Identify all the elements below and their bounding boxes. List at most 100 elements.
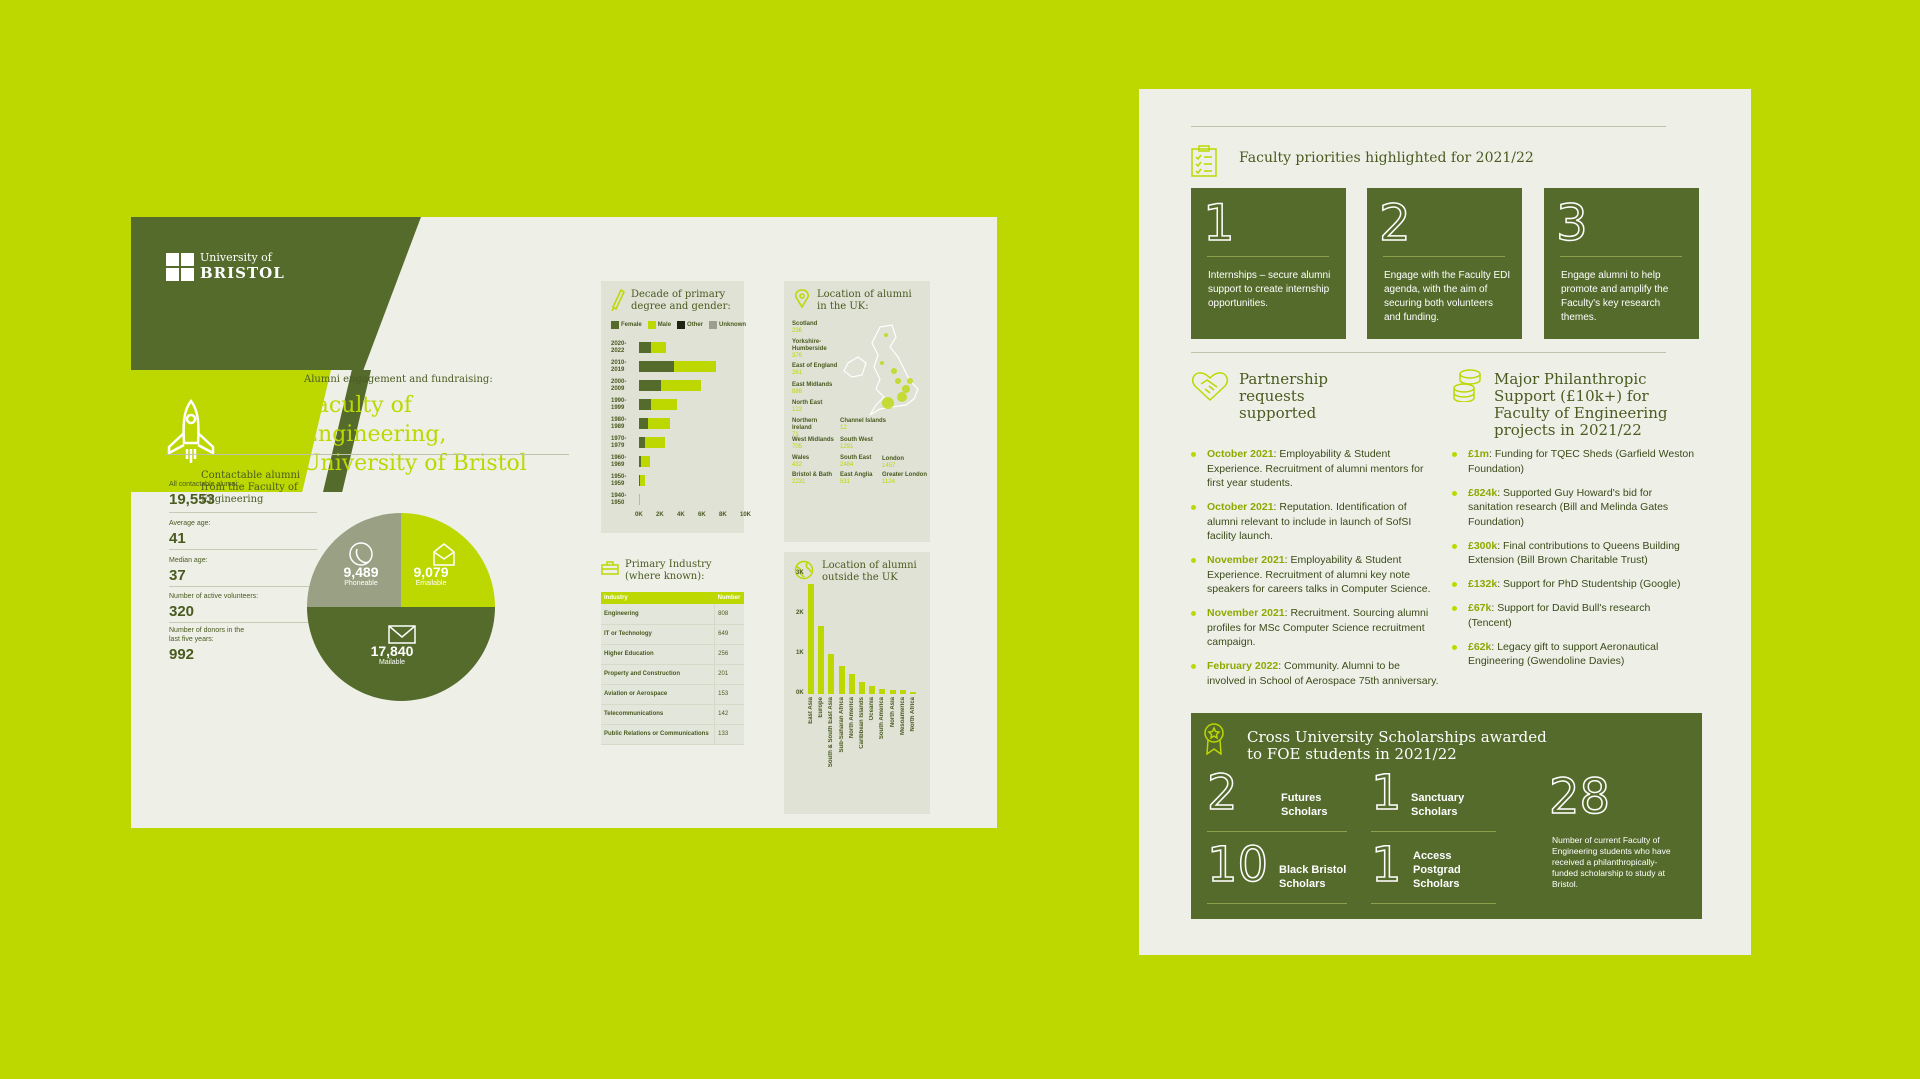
partnership-item: November 2021: Employability & Student E…	[1191, 553, 1439, 597]
scholarships-title: Cross University Scholarships awarded to…	[1247, 728, 1547, 763]
uk-map-icon	[843, 324, 919, 416]
region-count: 705	[792, 444, 803, 450]
decade-label: 1990- 1999	[611, 398, 627, 411]
region-name: East Midlands	[792, 382, 833, 388]
decade-label: 1940- 1950	[611, 493, 627, 506]
total-scholars-number: 28	[1548, 769, 1611, 825]
industry-name: Engineering	[601, 604, 715, 625]
crest-icon	[166, 252, 194, 281]
scholar-number: 1	[1370, 765, 1402, 821]
philanthropic-item: £67k: Support for David Bull's research …	[1452, 601, 1697, 630]
region-count: 531	[840, 479, 851, 485]
bar-male	[641, 456, 651, 467]
gift-text: : Legacy gift to support Aeronautical En…	[1468, 640, 1659, 668]
industry-title: Primary Industry (where known):	[625, 559, 712, 582]
priority-card-1: 1 Internships – secure alumni support to…	[1191, 188, 1346, 339]
industry-count: 142	[714, 704, 744, 725]
y-tick-label: 2K	[796, 610, 804, 616]
legend-male: Male	[647, 321, 671, 329]
region-name: London	[882, 456, 904, 462]
priority-text: Internships – secure alumni support to c…	[1208, 270, 1331, 309]
priority-card-2: 2 Engage with the Faculty EDI agenda, wi…	[1367, 188, 1522, 339]
industry-count: 256	[714, 644, 744, 665]
region-count: 1124	[882, 479, 895, 485]
uk-region: West Midlands 705	[792, 437, 838, 451]
gift-amount: £824k	[1468, 486, 1498, 499]
bar-female	[639, 380, 662, 391]
scholar-label-black-bristol: Black Bristol Scholars	[1279, 864, 1347, 890]
globe-icon	[794, 560, 814, 580]
bar-male	[640, 475, 646, 486]
stat-median-age: Median age: 37	[169, 557, 208, 584]
clipboard-checklist-icon	[1191, 145, 1217, 177]
industry-name: Higher Education	[601, 644, 715, 665]
gift-text: : Support for PhD Studentship (Google)	[1497, 578, 1681, 590]
stat-donors: Number of donors in the last five years:…	[169, 627, 245, 663]
region-name: West Midlands	[792, 437, 834, 443]
uk-region: South East 2484	[840, 455, 886, 469]
world-bar	[859, 682, 865, 694]
philanthropic-title: Major Philanthropic Support (£10k+) for …	[1494, 370, 1668, 439]
table-row: Aviation or Aerospace 153	[601, 684, 744, 705]
decade-gender-panel: Decade of primary degree and gender: Fem…	[601, 281, 751, 533]
pie-slice-mailable	[307, 607, 495, 701]
bar-male	[661, 380, 701, 391]
email-icon	[433, 543, 455, 566]
philanthropic-item: £132k: Support for PhD Studentship (Goog…	[1452, 577, 1697, 592]
industry-count: 808	[714, 604, 744, 625]
scholar-label-futures: Futures Scholars	[1281, 792, 1328, 818]
industry-name: Property and Construction	[601, 664, 715, 685]
industry-count: 201	[714, 664, 744, 685]
pie-label-phoneable: 9,489 Phoneable	[343, 564, 379, 587]
pie-slice-emailable	[401, 513, 495, 607]
industry-count: 133	[714, 724, 744, 745]
partnership-item: February 2022: Community. Alumni to be i…	[1191, 659, 1439, 688]
logo-line-1: University of	[200, 251, 272, 264]
table-row: Telecommunications 142	[601, 704, 744, 725]
region-count: 12	[840, 425, 847, 431]
priority-divider	[1560, 256, 1682, 257]
briefcase-icon	[601, 561, 619, 575]
contactable-alumni-heading: Contactable alumni from the Faculty of E…	[201, 470, 301, 505]
gift-amount: £132k	[1468, 578, 1498, 590]
scholar-label-access-postgrad: Access Postgrad Scholars	[1413, 850, 1461, 890]
industry-name: Telecommunications	[601, 704, 715, 725]
table-row: Higher Education 256	[601, 644, 744, 665]
region-name: South East	[840, 455, 872, 461]
stat-all-contactable: All contactable alumni: 19,553	[169, 481, 240, 508]
world-bar	[869, 686, 876, 694]
world-bar	[879, 689, 886, 694]
bar-female	[639, 399, 652, 410]
world-region-label: North America	[848, 697, 855, 739]
location-world-panel: Location of alumni outside the UK 3K 2K 1K…	[784, 552, 930, 814]
scholar-number: 10	[1206, 837, 1269, 893]
bar-male	[645, 437, 666, 448]
region-count: 886	[792, 389, 803, 395]
location-world-title: Location of alumni outside the UK	[822, 560, 917, 583]
partnership-title: Partnership requests supported	[1239, 370, 1329, 422]
partnership-list: October 2021: Employability & Student Ex…	[1191, 447, 1439, 698]
bar-male	[647, 418, 670, 429]
region-count: 432	[792, 462, 803, 468]
location-pin-icon	[795, 289, 809, 309]
bar-female	[639, 361, 674, 372]
region-count: 1457	[882, 463, 896, 469]
philanthropic-item: £824k: Supported Guy Howard's bid for sa…	[1452, 486, 1697, 530]
region-count: 71	[792, 432, 799, 438]
world-region-label: Oceania	[869, 697, 876, 721]
pie-label-emailable: 9,079 Emailable	[413, 564, 449, 587]
report-subtitle: Alumni engagement and fundraising:	[304, 374, 493, 385]
bar-male	[651, 342, 667, 353]
region-name: Channel Islands	[840, 418, 887, 424]
uk-region: Wales 432	[792, 455, 838, 469]
y-tick-label: 0K	[796, 690, 804, 696]
diploma-icon	[611, 289, 625, 311]
decade-label: 1950- 1959	[611, 474, 627, 487]
uk-region: South West 1291	[840, 437, 886, 451]
y-tick-label: 1K	[796, 650, 804, 656]
x-tick-label: 6K	[698, 512, 706, 518]
world-bar	[818, 626, 825, 694]
region-count: 1291	[840, 444, 854, 450]
divider	[1191, 352, 1666, 353]
stat-divider	[169, 586, 317, 587]
